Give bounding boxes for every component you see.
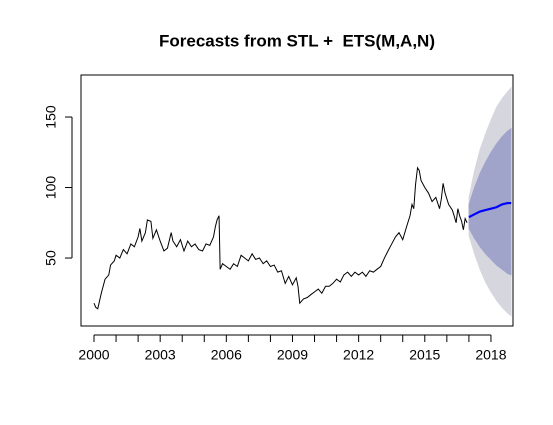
- x-tick-label: 2000: [78, 347, 109, 363]
- band-80: [496, 135, 503, 270]
- x-tick-label: 2003: [145, 347, 176, 363]
- band-80: [479, 162, 486, 255]
- plot-frame: [80, 74, 514, 327]
- x-tick-label: 2018: [475, 347, 506, 363]
- band-80: [507, 127, 512, 276]
- band-80: [485, 151, 492, 261]
- x-tick-label: 2009: [277, 347, 308, 363]
- y-tick-label: 50: [43, 250, 59, 266]
- y-tick-label: 100: [43, 176, 59, 200]
- band-80: [490, 142, 497, 266]
- x-tick-label: 2006: [211, 347, 242, 363]
- y-tick-label: 150: [43, 105, 59, 129]
- x-tick-label: 2012: [343, 347, 374, 363]
- x-tick-label: 2015: [409, 347, 440, 363]
- forecast-mean-line: [468, 201, 512, 219]
- history-line: [93, 166, 468, 310]
- chart-title: Forecasts from STL + ETS(M,A,N): [159, 31, 435, 50]
